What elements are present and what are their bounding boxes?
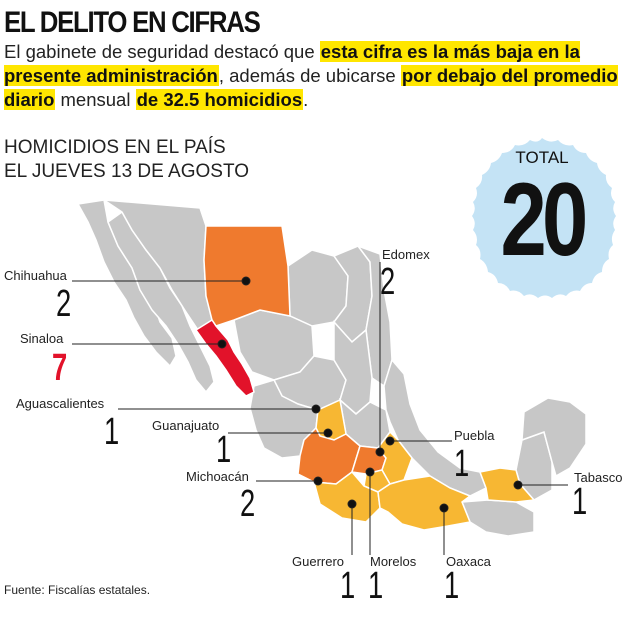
guerrero-dot xyxy=(347,499,357,509)
state-label-guanajuato: Guanajuato xyxy=(152,418,220,433)
subtitle-line-2: EL JUEVES 13 DE AGOSTO xyxy=(4,161,249,182)
intro-highlight-3: de 32.5 homicidios xyxy=(135,89,304,110)
tabasco-shape xyxy=(478,467,536,503)
yucatan-peninsula-shape xyxy=(521,397,587,478)
guanajuato-dot xyxy=(323,428,333,438)
state-label-michoacan: Michoacán xyxy=(186,469,249,484)
intro-text-3: mensual xyxy=(55,89,136,110)
intro-text-2: , además de ubicarse xyxy=(218,65,401,86)
michoacan-dot xyxy=(313,476,323,486)
map-subtitle: HOMICIDIOS EN EL PAÍS EL JUEVES 13 DE AG… xyxy=(4,136,249,184)
total-badge xyxy=(472,138,616,298)
headline: EL DELITO EN CIFRAS xyxy=(4,6,261,39)
intro-text-4: . xyxy=(303,89,309,110)
state-label-oaxaca: Oaxaca xyxy=(446,554,491,569)
chihuahua-dot xyxy=(241,276,251,286)
edomex-dot xyxy=(375,447,385,457)
state-count-sinaloa: 7 xyxy=(52,347,68,389)
state-count-guanajuato: 1 xyxy=(216,429,232,471)
scalloped-badge-shape xyxy=(472,138,616,298)
morelos-dot xyxy=(365,467,375,477)
oaxaca-shape xyxy=(377,475,472,531)
state-label-puebla: Puebla xyxy=(454,428,495,443)
state-count-oaxaca: 1 xyxy=(444,565,460,607)
state-count-tabasco: 1 xyxy=(572,481,588,523)
sinaloa-dot xyxy=(217,339,227,349)
total-value: 20 xyxy=(500,162,589,278)
state-count-guerrero: 1 xyxy=(340,565,356,607)
map-colored-regions xyxy=(194,225,536,531)
state-label-edomex: Edomex xyxy=(382,247,430,262)
state-count-michoacan: 2 xyxy=(240,483,256,525)
state-label-sinaloa: Sinaloa xyxy=(20,331,64,346)
state-label-guerrero: Guerrero xyxy=(292,554,345,569)
state-label-aguascalientes: Aguascalientes xyxy=(16,396,105,411)
intro-text-1: El gabinete de seguridad destacó que xyxy=(4,41,320,62)
state-label-chihuahua: Chihuahua xyxy=(4,268,67,283)
aguascalientes-dot xyxy=(311,404,321,414)
puebla-dot xyxy=(385,436,395,446)
chiapas-shape xyxy=(460,499,535,537)
sinaloa-shape xyxy=(194,318,255,397)
chihuahua-shape xyxy=(203,225,291,327)
state-label-morelos: Morelos xyxy=(370,554,417,569)
map-gray-regions xyxy=(76,199,587,537)
state-label-tabasco: Tabasco xyxy=(574,470,623,485)
state-count-morelos: 1 xyxy=(368,565,384,607)
subtitle-line-1: HOMICIDIOS EN EL PAÍS xyxy=(4,137,226,158)
total-label: TOTAL xyxy=(515,148,569,167)
tabasco-dot xyxy=(513,480,523,490)
source-note: Fuente: Fiscalías estatales. xyxy=(4,583,151,597)
state-count-chihuahua: 2 xyxy=(56,283,72,325)
state-count-edomex: 2 xyxy=(380,261,396,303)
leader-lines xyxy=(72,262,568,555)
state-count-puebla: 1 xyxy=(454,443,470,485)
state-count-aguascalientes: 1 xyxy=(104,411,120,453)
intro-paragraph: El gabinete de seguridad destacó que est… xyxy=(4,40,629,112)
oaxaca-dot xyxy=(439,503,449,513)
